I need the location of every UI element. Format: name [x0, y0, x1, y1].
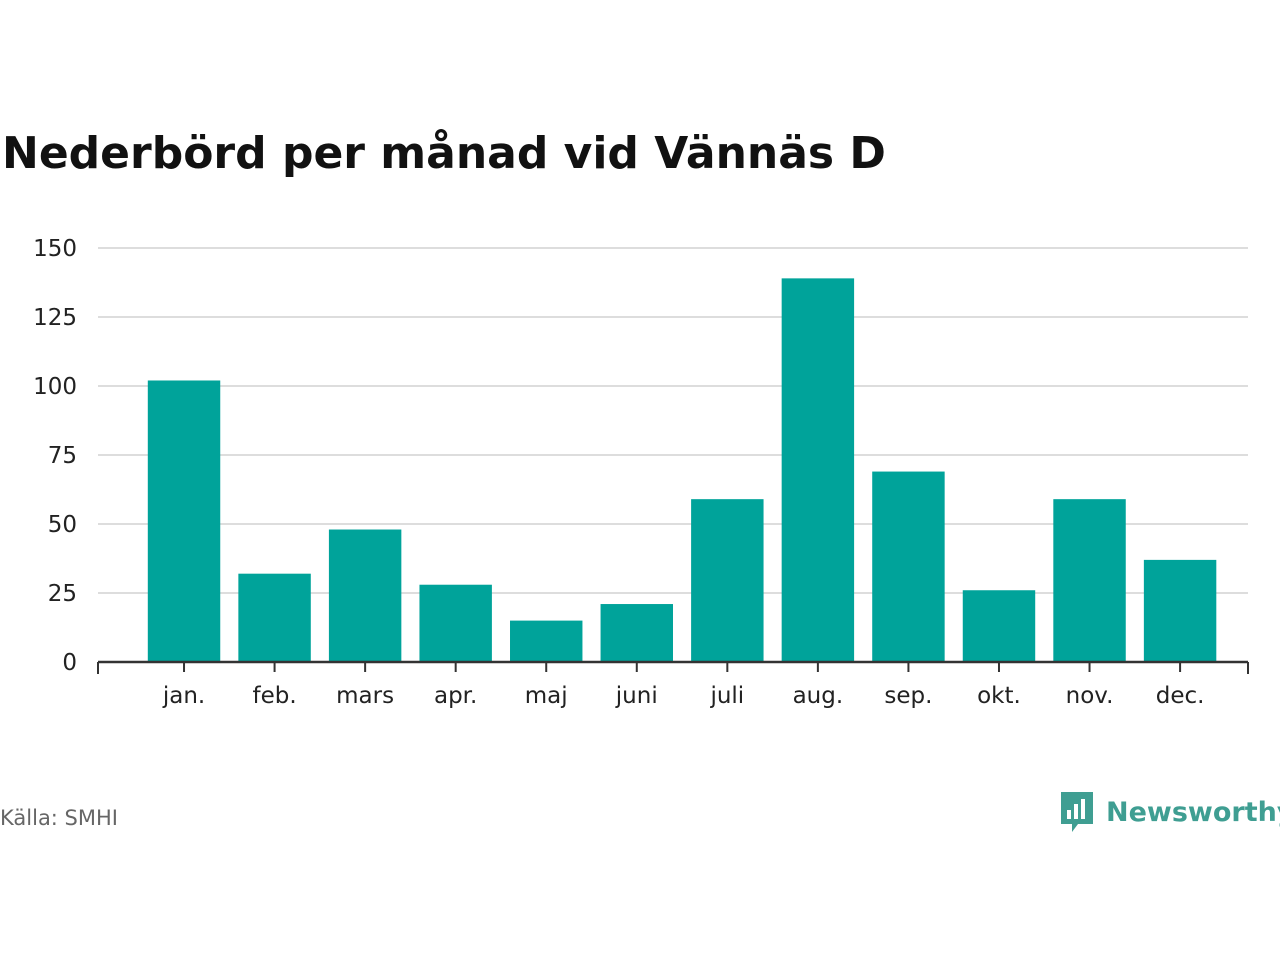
y-tick-label: 150	[33, 236, 77, 262]
x-tick-label: feb.	[252, 683, 296, 709]
x-tick-label: sep.	[884, 683, 932, 709]
chart-title: Nederbörd per månad vid Vännäs D	[2, 128, 886, 179]
x-tick-label: dec.	[1156, 683, 1205, 709]
bar	[238, 573, 311, 662]
bar	[962, 590, 1036, 662]
x-tick-label: juli	[709, 683, 744, 709]
x-tick-label: maj	[525, 683, 568, 709]
newsworthy-logo-icon	[1061, 792, 1093, 832]
x-tick-label: nov.	[1066, 683, 1114, 709]
bar	[510, 620, 583, 662]
brand-name: Newsworthy	[1106, 796, 1280, 828]
y-tick-label: 125	[33, 305, 77, 331]
bar	[147, 380, 221, 662]
x-axis: jan. feb. mars apr. maj juni juli aug. sep. okt. n…	[97, 660, 1249, 709]
bar	[419, 584, 492, 662]
bar	[600, 604, 673, 662]
x-tick-label: okt.	[977, 683, 1021, 709]
x-tick-label: aug.	[793, 683, 844, 709]
bar	[1143, 559, 1217, 662]
source-note: Källa: SMHI	[0, 806, 118, 830]
y-tick-label: 100	[33, 374, 77, 400]
y-tick-label: 25	[48, 581, 77, 607]
y-tick-label: 75	[48, 443, 77, 469]
brand-logo[interactable]: Newsworthy	[1058, 790, 1280, 834]
x-tick-label: juni	[615, 683, 658, 709]
x-tick-label: mars	[336, 683, 394, 709]
y-tick-label: 50	[48, 512, 77, 538]
bar	[781, 278, 855, 662]
x-tick-label: apr.	[434, 683, 477, 709]
y-axis: 0 25 50 75 100 125 150	[33, 236, 77, 676]
x-tick-label: jan.	[162, 683, 205, 709]
y-tick-label: 0	[62, 650, 77, 676]
bar	[691, 499, 764, 662]
bar	[872, 471, 945, 662]
bar	[1053, 499, 1126, 662]
bar-chart: 0 25 50 75 100 125 150 jan. feb. mars apr. maj juni…	[33, 236, 1249, 709]
bars	[147, 278, 1217, 662]
bar	[328, 529, 402, 662]
